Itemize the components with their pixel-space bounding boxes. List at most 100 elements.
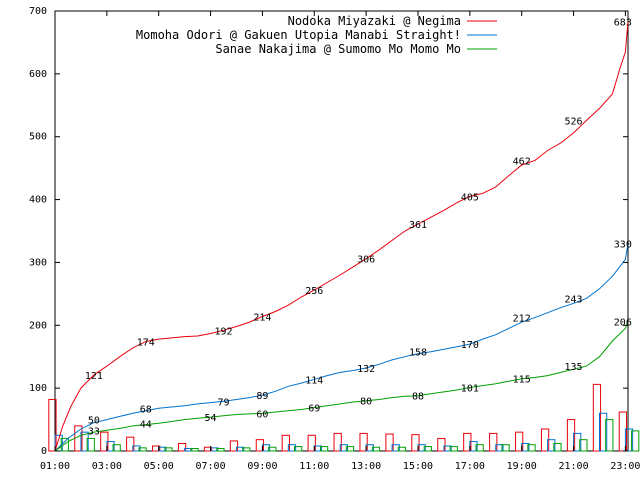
data-label: 158 xyxy=(409,348,427,359)
data-label: 206 xyxy=(614,318,632,329)
hourly-bar xyxy=(80,431,89,452)
hourly-bar xyxy=(177,442,187,452)
data-label: 101 xyxy=(461,384,479,395)
x-tick-label: 19:00 xyxy=(507,461,537,472)
legend-label: Nodoka Miyazaki @ Negima xyxy=(288,14,461,28)
hourly-bar xyxy=(164,447,173,452)
data-label: 361 xyxy=(409,220,427,231)
hourly-bar xyxy=(598,412,608,452)
hourly-bar xyxy=(463,432,472,452)
data-label: 132 xyxy=(357,364,375,375)
plot-frame xyxy=(54,10,629,452)
hourly-bar xyxy=(371,446,381,452)
hourly-bar xyxy=(319,446,329,452)
hourly-bar xyxy=(475,444,484,452)
hourly-bar xyxy=(294,446,303,452)
data-label: 50 xyxy=(88,416,100,427)
hourly-bar xyxy=(385,433,394,452)
data-label: 135 xyxy=(565,362,583,373)
hourly-bar xyxy=(255,439,265,452)
hourly-bar xyxy=(489,432,498,452)
hourly-bar xyxy=(138,447,147,452)
data-label: 212 xyxy=(513,314,531,325)
hourly-bar xyxy=(235,446,245,452)
x-tick-label: 15:00 xyxy=(403,461,433,472)
hourly-bar xyxy=(553,442,562,452)
hourly-bar xyxy=(339,444,348,452)
x-tick-label: 01:00 xyxy=(40,461,70,472)
hourly-bar xyxy=(359,432,368,452)
x-tick-label: 17:00 xyxy=(455,461,485,472)
data-label: 80 xyxy=(360,397,372,408)
hourly-bar xyxy=(501,444,510,452)
x-tick-label: 23:00 xyxy=(610,461,640,472)
data-label: 44 xyxy=(140,419,152,430)
data-label: 114 xyxy=(305,375,323,386)
data-label: 54 xyxy=(205,413,217,424)
y-tick-label: 200 xyxy=(29,320,47,331)
data-label: 33 xyxy=(88,426,100,437)
x-tick-label: 09:00 xyxy=(247,461,277,472)
hourly-bar xyxy=(515,431,524,452)
hourly-bar xyxy=(605,419,614,452)
data-label: 69 xyxy=(308,404,320,415)
series-line xyxy=(54,21,629,452)
hourly-bar xyxy=(411,434,420,452)
x-tick-label: 07:00 xyxy=(196,461,226,472)
hourly-bar xyxy=(86,437,95,452)
x-tick-label: 11:00 xyxy=(299,461,329,472)
hourly-bar xyxy=(333,432,342,452)
hourly-bar xyxy=(573,432,582,452)
data-label: 68 xyxy=(140,404,152,415)
hourly-bar xyxy=(281,434,290,452)
data-label: 306 xyxy=(357,255,375,266)
series-line xyxy=(54,321,629,452)
hourly-bar xyxy=(624,428,634,452)
data-labels: 121 174 192 214 256 306 361 405 462 526 683 50 68 79 8… xyxy=(85,18,632,438)
x-tick-label: 13:00 xyxy=(351,461,381,472)
hourly-bar xyxy=(268,446,277,452)
data-label: 683 xyxy=(614,18,632,29)
hourly-bar xyxy=(184,447,193,452)
hourly-bar xyxy=(203,446,213,452)
data-label: 121 xyxy=(85,371,103,382)
hourly-bar xyxy=(631,430,640,452)
data-label: 405 xyxy=(461,192,479,203)
x-tick-label: 03:00 xyxy=(92,461,122,472)
data-label: 60 xyxy=(256,409,268,420)
y-tick-label: 300 xyxy=(29,257,47,268)
hourly-bar xyxy=(566,419,576,452)
y-tick-label: 600 xyxy=(29,69,47,80)
x-tick-label: 05:00 xyxy=(144,461,174,472)
hourly-bar xyxy=(216,447,225,452)
data-label: 192 xyxy=(214,326,232,337)
hourly-bar xyxy=(229,440,239,452)
data-label: 115 xyxy=(513,375,531,386)
hourly-bar xyxy=(126,436,135,452)
data-label: 256 xyxy=(305,286,323,297)
data-label: 79 xyxy=(218,397,230,408)
hourly-bar xyxy=(242,447,251,452)
hourly-bar xyxy=(345,446,355,452)
hourly-bar xyxy=(391,444,400,452)
hourly-bar xyxy=(397,446,406,452)
hourly-bar xyxy=(547,439,556,452)
hourly-bar xyxy=(579,439,588,452)
hourly-bar xyxy=(527,444,536,452)
hourly-bar xyxy=(152,445,161,452)
data-label: 174 xyxy=(137,338,155,349)
hourly-bar xyxy=(437,437,446,452)
y-axis: 0 100 200 300 400 500 600 700 xyxy=(29,6,628,457)
legend-label: Momoha Odori @ Gakuen Utopia Manabi Stra… xyxy=(136,28,461,42)
hourly-bar xyxy=(132,445,141,452)
legend-label: Sanae Nakajima @ Sumomo Mo Momo Mo xyxy=(215,42,461,56)
data-label: 170 xyxy=(461,340,479,351)
y-tick-label: 500 xyxy=(29,132,47,143)
data-label: 526 xyxy=(565,116,583,127)
y-tick-label: 0 xyxy=(41,446,47,457)
hourly-bar xyxy=(592,383,602,452)
data-label: 88 xyxy=(412,392,424,403)
hourly-bar xyxy=(48,398,57,452)
